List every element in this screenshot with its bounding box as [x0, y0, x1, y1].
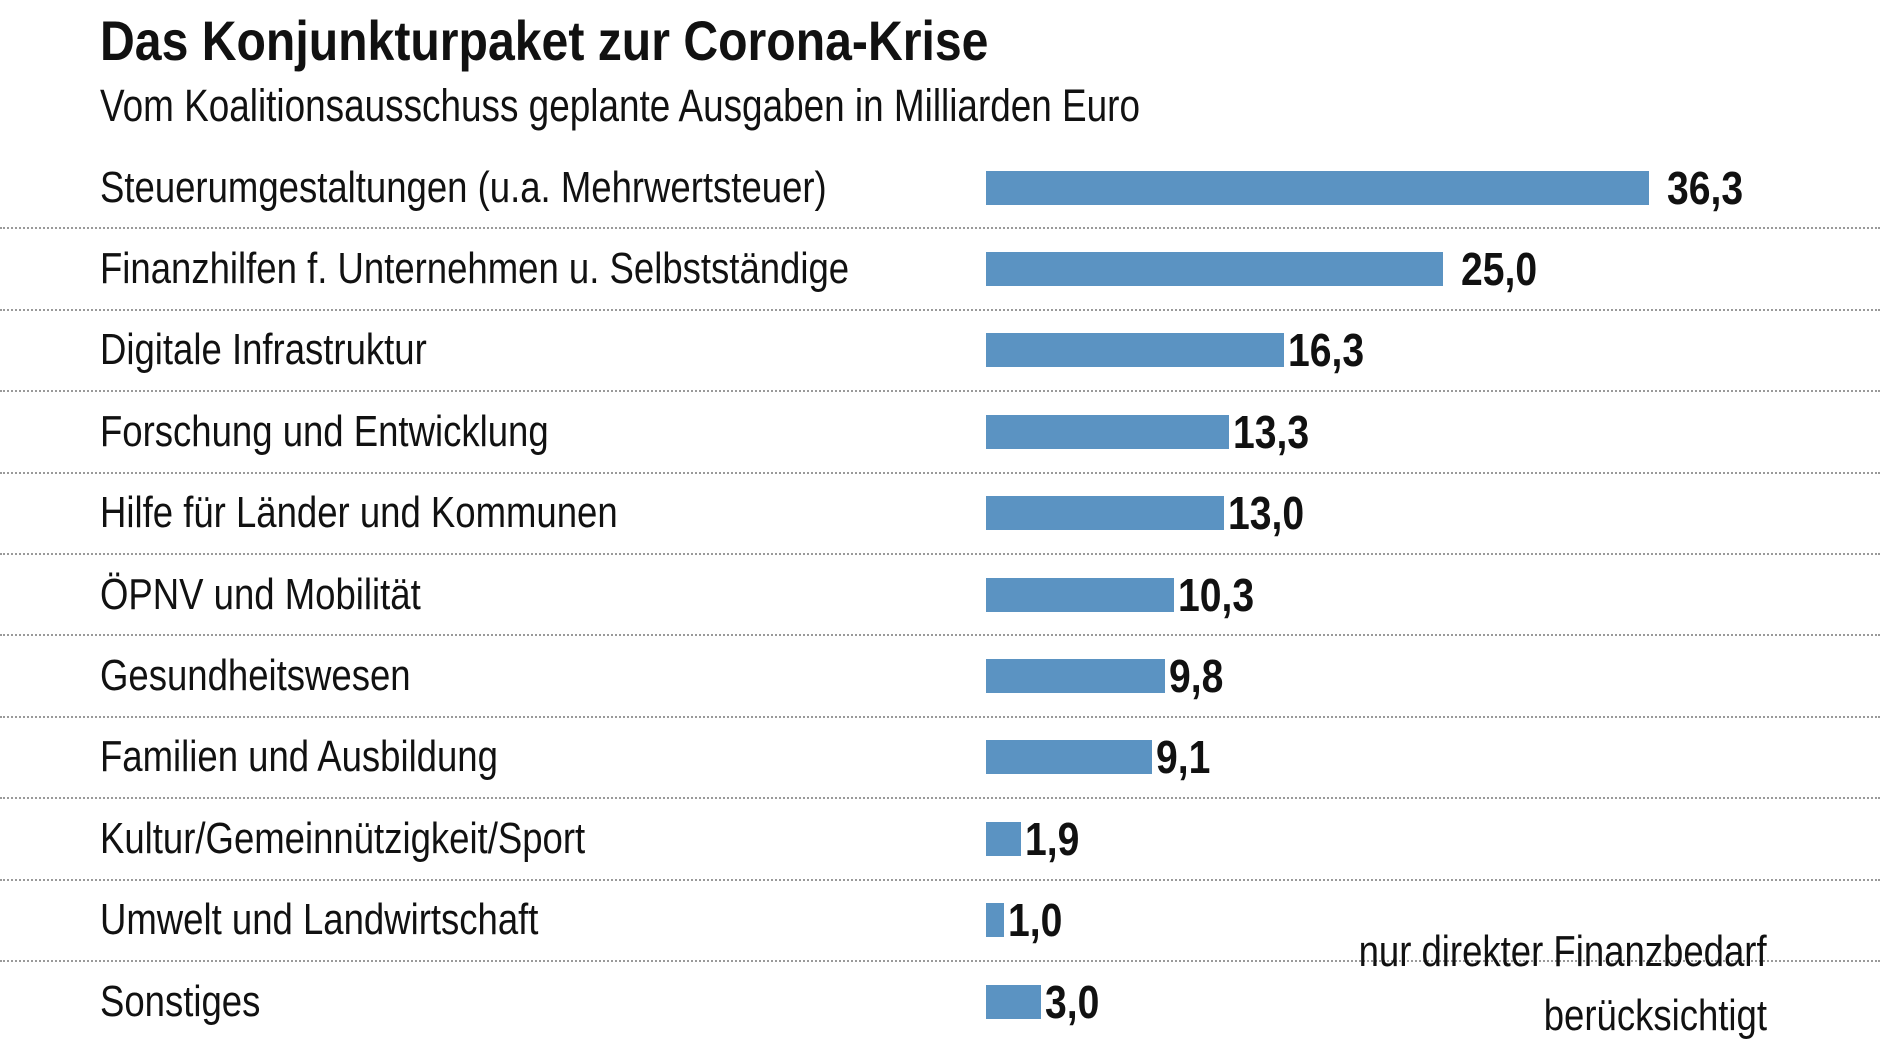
value-label: 3,0 [1045, 975, 1109, 1029]
value-label: 13,3 [1233, 405, 1323, 459]
row-divider [0, 227, 1880, 230]
category-label: Digitale Infrastruktur [100, 325, 494, 375]
value-label: 16,3 [1288, 323, 1378, 377]
value-label-text: 36,3 [1667, 161, 1744, 214]
chart-title: Das Konjunkturpaket zur Corona-Krise [100, 8, 1133, 73]
category-label: Gesundheitswesen [100, 651, 474, 701]
category-label: Hilfe für Länder und Kommunen [100, 488, 724, 538]
bar [986, 496, 1224, 531]
bar [986, 577, 1175, 612]
bar-row: ÖPNV und Mobilität 10,3 [0, 554, 1880, 635]
category-label-text: Finanzhilfen f. Unternehmen u. Selbststä… [100, 243, 850, 293]
category-label: Sonstiges [100, 977, 293, 1027]
row-divider [0, 308, 1880, 311]
bar-row: Gesundheitswesen 9,8 [0, 635, 1880, 716]
bar-row: Kultur/Gemeinnützigkeit/Sport 1,9 [0, 798, 1880, 879]
category-label-text: Steuerumgestaltungen (u.a. Mehrwertsteue… [100, 162, 827, 212]
category-label-text: ÖPNV und Mobilität [100, 569, 421, 619]
category-label: Umwelt und Landwirtschaft [100, 895, 628, 945]
value-label: 1,9 [1025, 812, 1089, 866]
value-label-text: 13,3 [1232, 405, 1310, 458]
value-label-text: 9,1 [1156, 731, 1211, 784]
value-label: 10,3 [1178, 568, 1268, 622]
value-label-text: 10,3 [1178, 568, 1255, 621]
row-divider [0, 715, 1880, 718]
value-label: 36,3 [1667, 161, 1757, 215]
bar [986, 414, 1229, 449]
bar [986, 251, 1443, 286]
row-divider [0, 471, 1880, 474]
row-divider [0, 960, 1880, 962]
bar [986, 170, 1650, 205]
bar-row: Familien und Ausbildung 9,1 [0, 717, 1880, 798]
bar-row: Hilfe für Länder und Kommunen 13,0 [0, 473, 1880, 554]
bar [986, 658, 1166, 693]
bar [986, 333, 1284, 368]
value-label: 9,1 [1156, 730, 1220, 784]
footnote-line-2: berücksichtigt [1543, 991, 1767, 1040]
row-divider [0, 797, 1880, 800]
bar-row: Finanzhilfen f. Unternehmen u. Selbststä… [0, 228, 1880, 309]
value-label: 25,0 [1461, 242, 1551, 296]
bar-row: Sonstiges 3,0 [0, 961, 1880, 1042]
value-label-text: 3,0 [1044, 975, 1100, 1028]
category-label-text: Digitale Infrastruktur [100, 325, 427, 375]
category-label: Steuerumgestaltungen (u.a. Mehrwertsteue… [100, 163, 976, 213]
value-label-text: 13,0 [1227, 487, 1304, 540]
row-divider [0, 390, 1880, 393]
category-label-text: Sonstiges [100, 976, 261, 1026]
bar [986, 984, 1041, 1019]
value-label: 13,0 [1228, 486, 1318, 540]
value-label-text: 9,8 [1169, 649, 1224, 702]
footnote: nur direkter Finanzbedarf berücksichtigt [1275, 920, 1767, 1048]
bar [986, 740, 1153, 775]
category-label: Forschung und Entwicklung [100, 407, 641, 457]
category-label: ÖPNV und Mobilität [100, 570, 486, 620]
value-label-text: 1,0 [1008, 894, 1063, 947]
bar [986, 903, 1005, 938]
chart-subtitle-text: Vom Koalitionsausschuss geplante Ausgabe… [100, 80, 1141, 131]
bar [986, 821, 1021, 856]
row-divider [0, 878, 1880, 881]
value-label: 9,8 [1169, 649, 1233, 703]
value-label: 1,0 [1008, 893, 1072, 947]
bar-row: Forschung und Entwicklung 13,3 [0, 391, 1880, 472]
value-label-text: 1,9 [1024, 812, 1080, 865]
category-label: Finanzhilfen f. Unternehmen u. Selbststä… [100, 244, 1003, 294]
value-label-text: 16,3 [1287, 324, 1364, 377]
bar-row: Umwelt und Landwirtschaft 1,0 [0, 880, 1880, 961]
chart-subtitle: Vom Koalitionsausschuss geplante Ausgabe… [100, 80, 1368, 132]
chart-title-text: Das Konjunkturpaket zur Corona-Krise [100, 9, 989, 72]
category-label-text: Familien und Ausbildung [100, 732, 498, 782]
bar-row: Digitale Infrastruktur 16,3 [0, 310, 1880, 391]
footnote-line-1: nur direkter Finanzbedarf [1358, 927, 1767, 976]
category-label-text: Gesundheitswesen [100, 650, 411, 700]
category-label-text: Hilfe für Länder und Kommunen [100, 488, 618, 538]
row-divider [0, 553, 1880, 555]
value-label-text: 25,0 [1460, 242, 1537, 295]
row-divider [0, 634, 1880, 637]
category-label: Kultur/Gemeinnützigkeit/Sport [100, 814, 685, 864]
category-label: Familien und Ausbildung [100, 732, 579, 782]
category-label-text: Forschung und Entwicklung [100, 406, 549, 456]
category-label-text: Kultur/Gemeinnützigkeit/Sport [100, 813, 586, 863]
bar-row: Steuerumgestaltungen (u.a. Mehrwertsteue… [0, 147, 1880, 228]
category-label-text: Umwelt und Landwirtschaft [100, 895, 539, 945]
